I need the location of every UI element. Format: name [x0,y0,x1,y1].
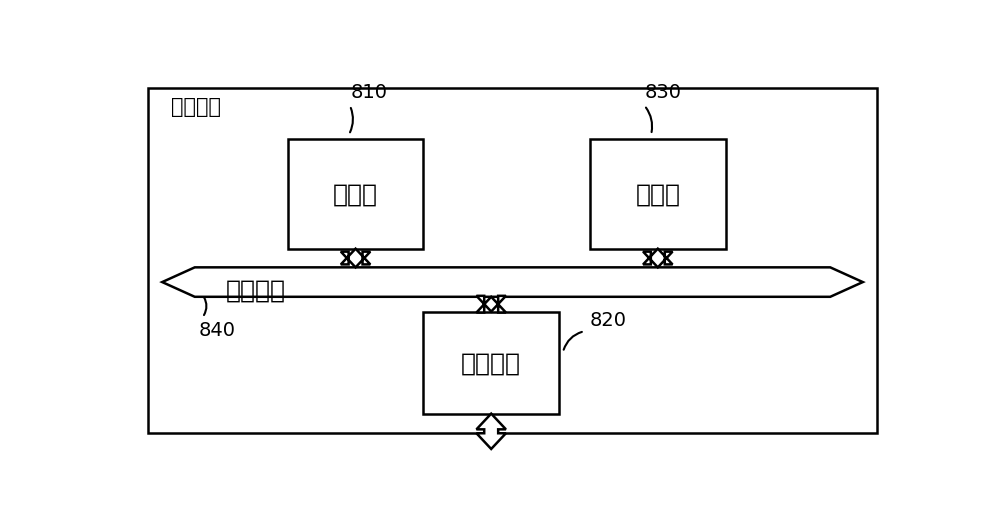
Bar [288,139,423,249]
Text: 处理器: 处理器 [333,182,378,206]
Polygon shape [476,296,506,313]
Bar [423,312,559,414]
Polygon shape [162,268,863,297]
Text: 通信总线: 通信总线 [226,278,286,302]
Text: 810: 810 [351,83,388,102]
Polygon shape [341,249,370,268]
Text: 电子设备: 电子设备 [172,96,222,117]
Text: 840: 840 [199,320,236,339]
Bar [590,139,726,249]
Text: 830: 830 [645,83,682,102]
Bar [148,89,877,434]
Text: 通信接口: 通信接口 [461,351,521,375]
Polygon shape [643,249,673,268]
Text: 存储器: 存储器 [635,182,680,206]
Polygon shape [476,414,506,449]
Text: 820: 820 [590,310,627,329]
